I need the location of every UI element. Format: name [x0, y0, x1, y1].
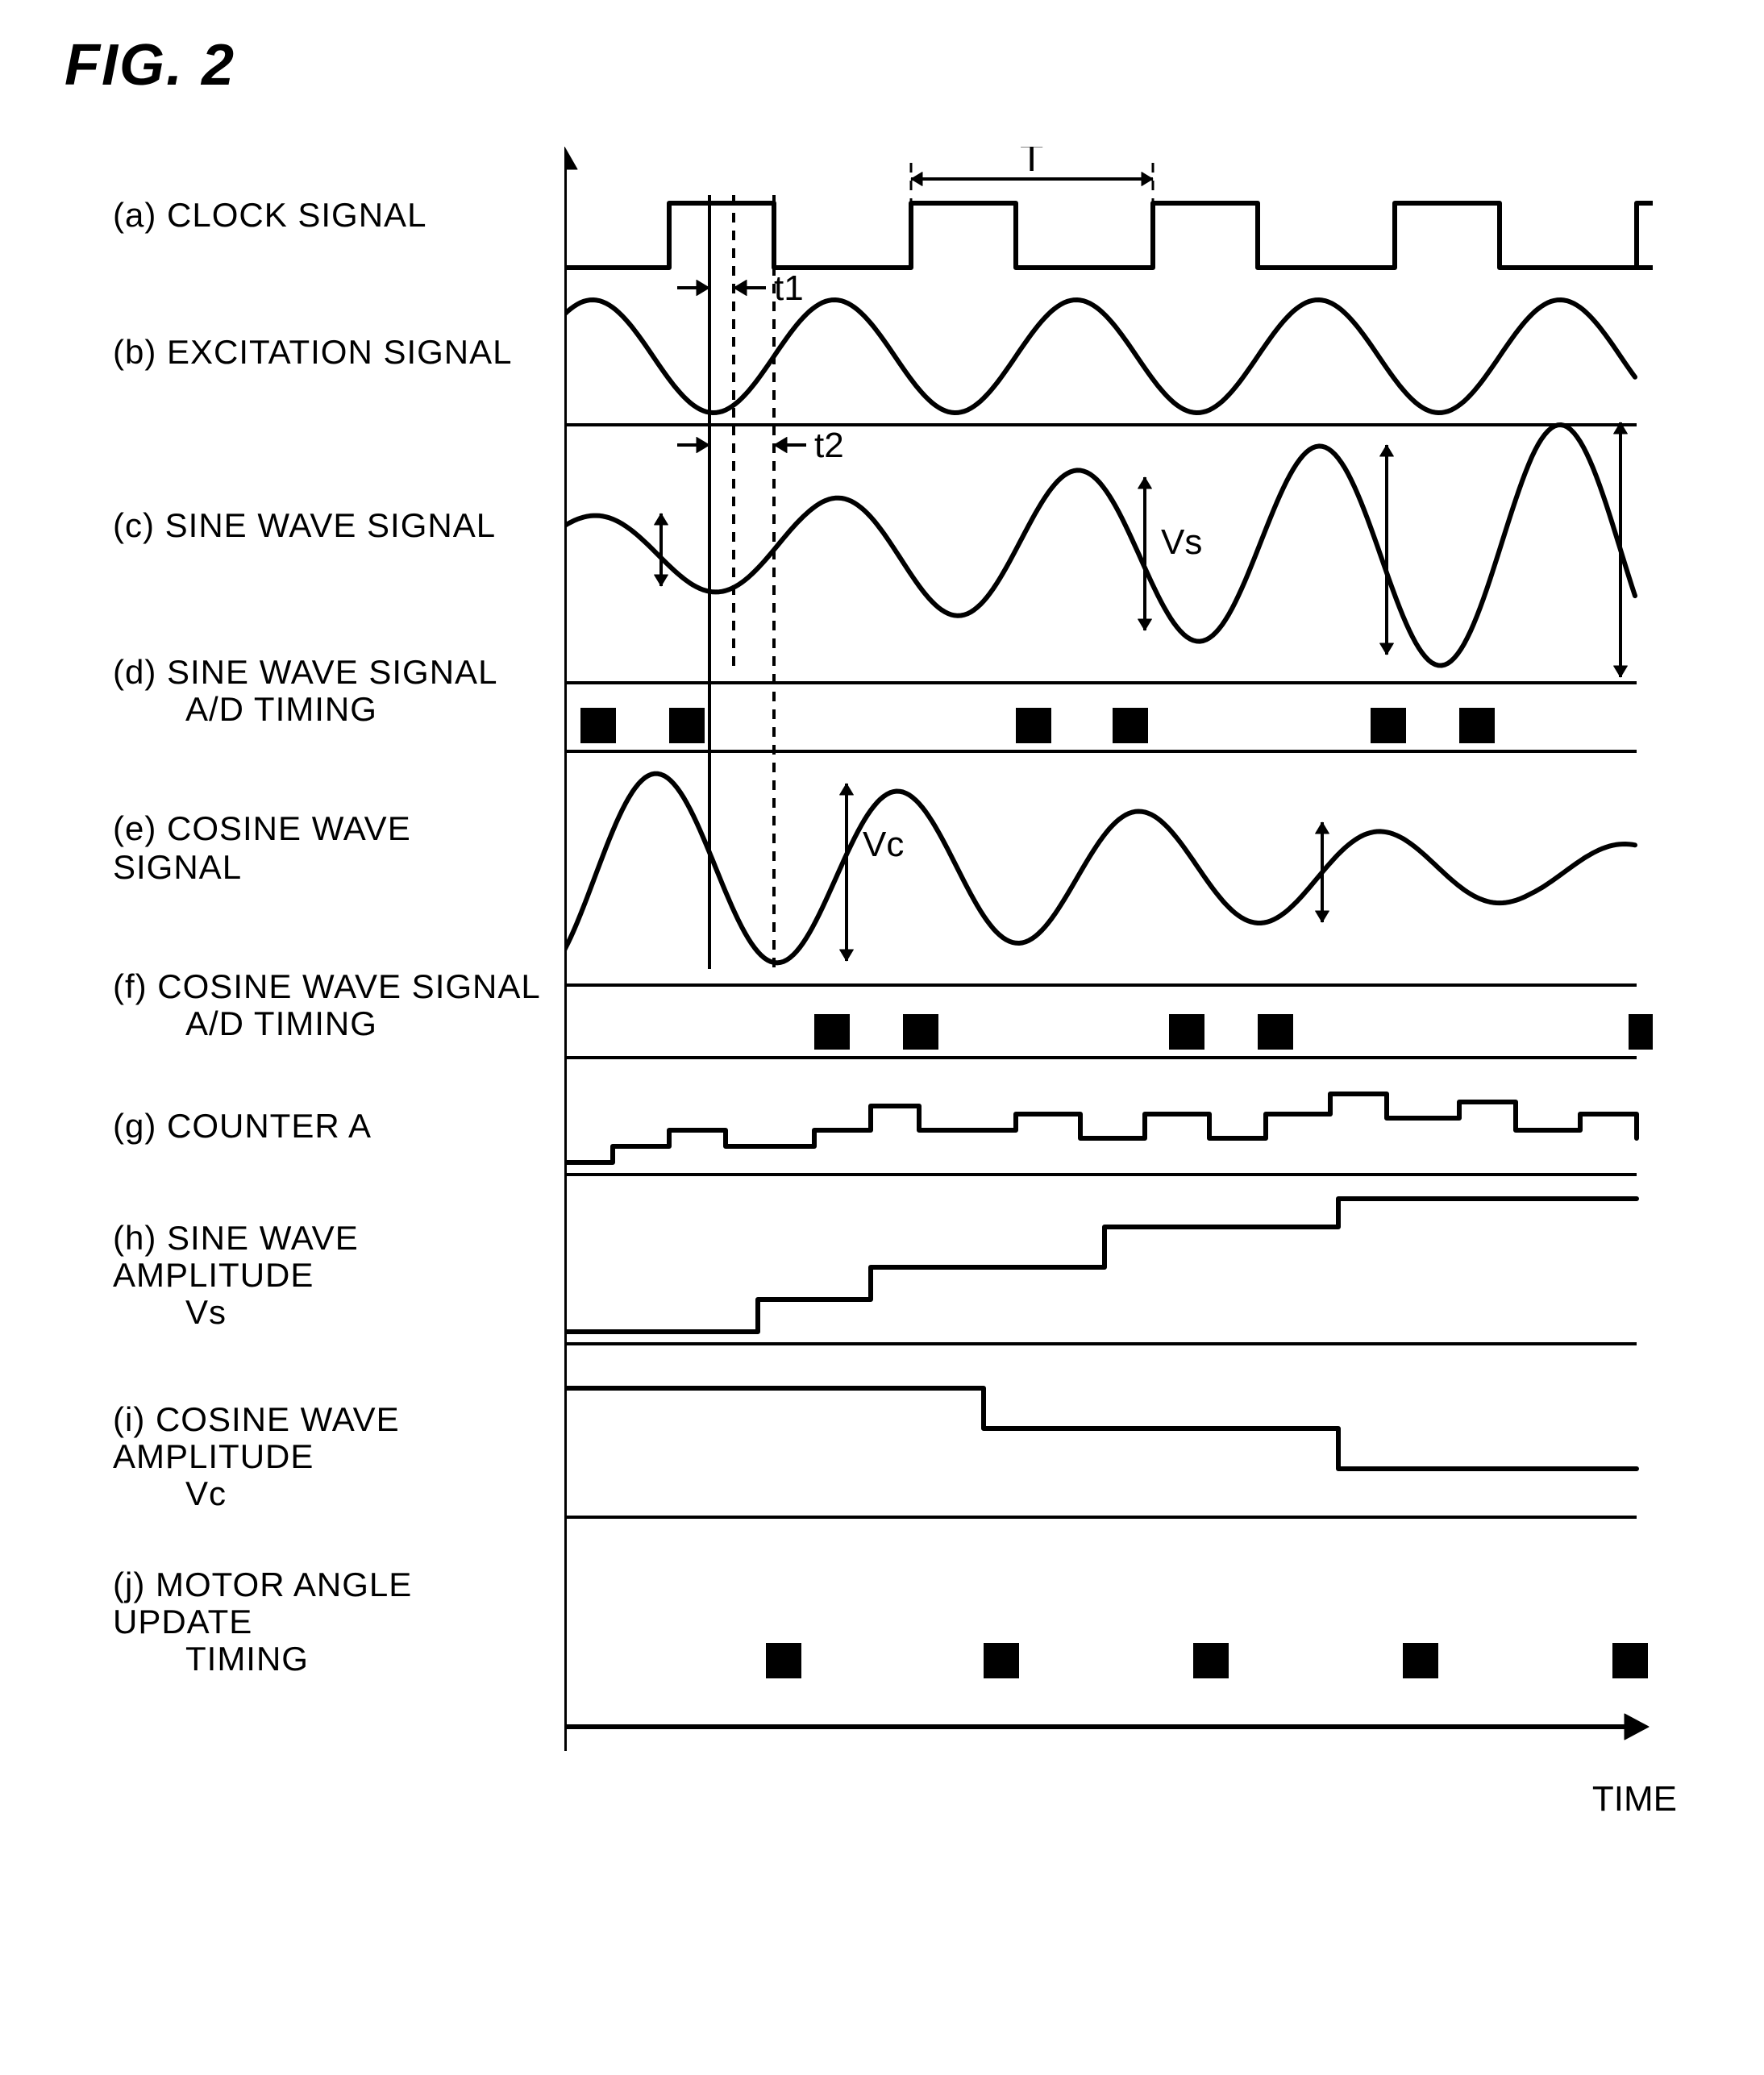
row-label-j: (j) MOTOR ANGLE UPDATETIMING [113, 1549, 548, 1695]
row-label-g: (g) COUNTER A [113, 1066, 548, 1187]
row-label-b: (b) EXCITATION SIGNAL [113, 284, 548, 421]
labels-column: (a) CLOCK SIGNAL(b) EXCITATION SIGNAL(c)… [113, 147, 564, 1803]
timing-diagram: (a) CLOCK SIGNAL(b) EXCITATION SIGNAL(c)… [113, 147, 1732, 1803]
svg-text:T: T [1020, 147, 1043, 180]
row-label-c: (c) SINE WAVE SIGNAL [113, 421, 548, 630]
svg-text:t2: t2 [814, 426, 844, 465]
row-label-i: (i) COSINE WAVE AMPLITUDEVc [113, 1364, 548, 1549]
svg-text:t1: t1 [774, 268, 804, 308]
row-label-d: (d) SINE WAVE SIGNALA/D TIMING [113, 630, 548, 751]
row-label-e: (e) COSINE WAVE SIGNAL [113, 751, 548, 945]
svg-text:Vc: Vc [863, 825, 904, 864]
timing-chart: Tt1 t2 Vs Vc [564, 147, 1653, 1799]
row-label-h: (h) SINE WAVE AMPLITUDEVs [113, 1187, 548, 1364]
row-label-a: (a) CLOCK SIGNAL [113, 147, 548, 284]
row-label-f: (f) COSINE WAVE SIGNALA/D TIMING [113, 945, 548, 1066]
svg-text:Vs: Vs [1161, 522, 1202, 562]
figure-title: FIG. 2 [64, 32, 1732, 98]
chart-column: Tt1t2VsVc TIME [564, 147, 1653, 1803]
time-axis-label: TIME [1592, 1779, 1677, 1819]
